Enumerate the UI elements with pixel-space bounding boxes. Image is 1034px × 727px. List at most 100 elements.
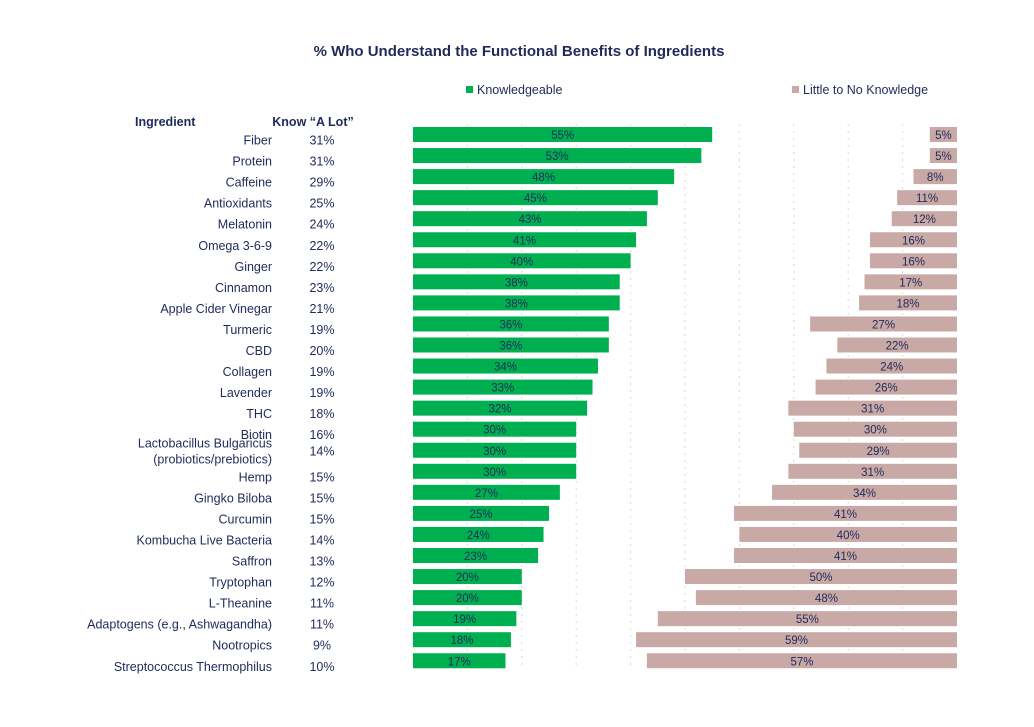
ingredient-label-apple-cider-vinegar: Apple Cider Vinegar [160, 302, 272, 316]
ingredient-label-adaptogens-e-g-ashwagandha: Adaptogens (e.g., Ashwagandha) [87, 618, 272, 632]
label-knowledgeable-ginger: 40% [510, 256, 533, 268]
know-a-lot-saffron: 13% [309, 555, 334, 569]
label-knowledgeable-lavender: 33% [491, 383, 514, 395]
know-a-lot-omega-3-6-9: 22% [309, 239, 334, 253]
header-ingredient: Ingredient [135, 115, 196, 129]
bar-little-knowledge-tryptophan [685, 569, 957, 585]
ingredient-label-caffeine: Caffeine [226, 176, 272, 190]
know-a-lot-nootropics: 9% [313, 639, 331, 653]
bar-little-knowledge-turmeric [810, 316, 957, 332]
know-a-lot-fiber: 31% [309, 134, 334, 148]
bar-knowledgeable-nootropics [413, 632, 511, 648]
ingredient-label-l-theanine: L-Theanine [209, 597, 272, 611]
label-little-knowledge-curcumin: 41% [834, 509, 857, 521]
label-little-knowledge-thc: 31% [861, 404, 884, 416]
label-knowledgeable-protein: 53% [546, 151, 569, 163]
ingredient-label-lavender: Lavender [220, 386, 272, 400]
label-knowledgeable-cbd: 36% [499, 341, 522, 353]
label-little-knowledge-turmeric: 27% [872, 319, 895, 331]
label-little-knowledge-collagen: 24% [880, 362, 903, 374]
bar-knowledgeable-antioxidants [413, 190, 658, 206]
gridlines [466, 124, 904, 668]
ingredient-label-omega-3-6-9: Omega 3-6-9 [198, 239, 272, 253]
ingredient-label-saffron: Saffron [232, 555, 272, 569]
ingredient-label-collagen: Collagen [223, 365, 272, 379]
bar-knowledgeable-melatonin [413, 211, 647, 227]
ingredient-label-lactobacillus-bulgaricus-probiotics-prebiotics: Lactobacillus Bulgaricus (probiotics/preb… [138, 436, 272, 466]
know-a-lot-turmeric: 19% [309, 323, 334, 337]
ingredient-label-nootropics: Nootropics [212, 639, 272, 653]
label-little-knowledge-cbd: 22% [886, 341, 909, 353]
label-little-knowledge-melatonin: 12% [913, 214, 936, 226]
bar-little-knowledge-antioxidants [897, 190, 957, 206]
label-little-knowledge-kombucha-live-bacteria: 40% [837, 530, 860, 542]
bar-little-knowledge-curcumin [733, 505, 957, 521]
bar-knowledgeable-lavender [413, 379, 593, 395]
bar-knowledgeable-turmeric [413, 316, 609, 332]
know-a-lot-streptococcus-thermophilus: 10% [309, 660, 334, 674]
ingredient-label-antioxidants: Antioxidants [204, 197, 272, 211]
know-a-lot-protein: 31% [309, 155, 334, 169]
label-knowledgeable-omega-3-6-9: 41% [513, 235, 536, 247]
bar-knowledgeable-collagen [413, 358, 598, 374]
label-knowledgeable-cinnamon: 38% [505, 277, 528, 289]
bar-knowledgeable-omega-3-6-9 [413, 232, 637, 248]
bar-knowledgeable-caffeine [413, 169, 675, 185]
know-a-lot-kombucha-live-bacteria: 14% [309, 533, 334, 547]
ingredient-label-streptococcus-thermophilus: Streptococcus Thermophilus [114, 660, 272, 674]
bar-little-knowledge-lavender [815, 379, 957, 395]
know-a-lot-values: 31% 31% 29% 25% 24% 22% 22% 23% 21% 19% 20% 19% 19% 1… [309, 134, 334, 674]
ingredient-label-curcumin: Curcumin [219, 512, 273, 526]
know-a-lot-lactobacillus-bulgaricus-probiotics-prebiotics: 14% [309, 444, 334, 458]
bar-knowledgeable-ginger [413, 253, 631, 269]
label-knowledgeable-thc: 32% [489, 404, 512, 416]
bar-knowledgeable-cinnamon [413, 274, 620, 290]
label-knowledgeable-hemp: 30% [483, 467, 506, 479]
chart-title: % Who Understand the Functional Benefits… [314, 43, 725, 60]
label-knowledgeable-lactobacillus-bulgaricus-probiotics-prebiotics: 30% [483, 446, 506, 458]
know-a-lot-cinnamon: 23% [309, 281, 334, 295]
label-knowledgeable-melatonin: 43% [518, 214, 541, 226]
bar-little-knowledge-kombucha-live-bacteria [739, 526, 957, 542]
bar-little-knowledge-l-theanine [695, 590, 957, 606]
bar-little-knowledge-ginger [869, 253, 957, 269]
know-a-lot-melatonin: 24% [309, 218, 334, 232]
legend-swatch-little-knowledge [792, 86, 799, 93]
legend: Knowledgeable Little to No Knowledge [466, 83, 928, 97]
bar-knowledgeable-thc [413, 400, 588, 416]
bar-little-knowledge-melatonin [891, 211, 957, 227]
know-a-lot-cbd: 20% [309, 344, 334, 358]
bar-little-knowledge-cbd [837, 337, 957, 353]
bar-little-knowledge-hemp [788, 463, 957, 479]
label-knowledgeable-l-theanine: 20% [456, 593, 479, 605]
label-knowledgeable-kombucha-live-bacteria: 24% [467, 530, 490, 542]
bar-little-knowledge-gingko-biloba [772, 484, 957, 500]
ingredient-label-biotin: Biotin [241, 428, 272, 442]
ingredient-label-ginger: Ginger [234, 260, 272, 274]
label-little-knowledge-streptococcus-thermophilus: 57% [790, 656, 813, 668]
know-a-lot-antioxidants: 25% [309, 197, 334, 211]
know-a-lot-adaptogens-e-g-ashwagandha: 11% [310, 618, 334, 632]
bar-little-knowledge-lactobacillus-bulgaricus-probiotics-prebiotics [799, 442, 957, 458]
bar-little-knowledge-fiber [929, 127, 957, 142]
bar-knowledgeable-cbd [413, 337, 609, 353]
bar-little-knowledge-streptococcus-thermophilus [646, 653, 957, 669]
bar-little-knowledge-adaptogens-e-g-ashwagandha [657, 611, 957, 627]
label-knowledgeable-turmeric: 36% [499, 319, 522, 331]
label-little-knowledge-omega-3-6-9: 16% [902, 235, 925, 247]
bar-knowledgeable-protein [413, 148, 702, 164]
label-little-knowledge-lavender: 26% [875, 383, 898, 395]
bar-knowledgeable-streptococcus-thermophilus [413, 653, 506, 669]
label-little-knowledge-protein: 5% [935, 151, 952, 163]
ingredient-label-fiber: Fiber [244, 134, 272, 148]
label-knowledgeable-nootropics: 18% [450, 635, 473, 647]
label-knowledgeable-apple-cider-vinegar: 38% [505, 298, 528, 310]
label-little-knowledge-caffeine: 8% [927, 172, 944, 184]
know-a-lot-gingko-biloba: 15% [309, 491, 334, 505]
label-little-knowledge-l-theanine: 48% [815, 593, 838, 605]
ingredient-label-tryptophan: Tryptophan [209, 576, 272, 590]
label-little-knowledge-fiber: 5% [935, 130, 952, 142]
ingredient-label-cinnamon: Cinnamon [215, 281, 272, 295]
bar-knowledgeable-tryptophan [413, 569, 522, 585]
bar-little-knowledge-thc [788, 400, 957, 416]
